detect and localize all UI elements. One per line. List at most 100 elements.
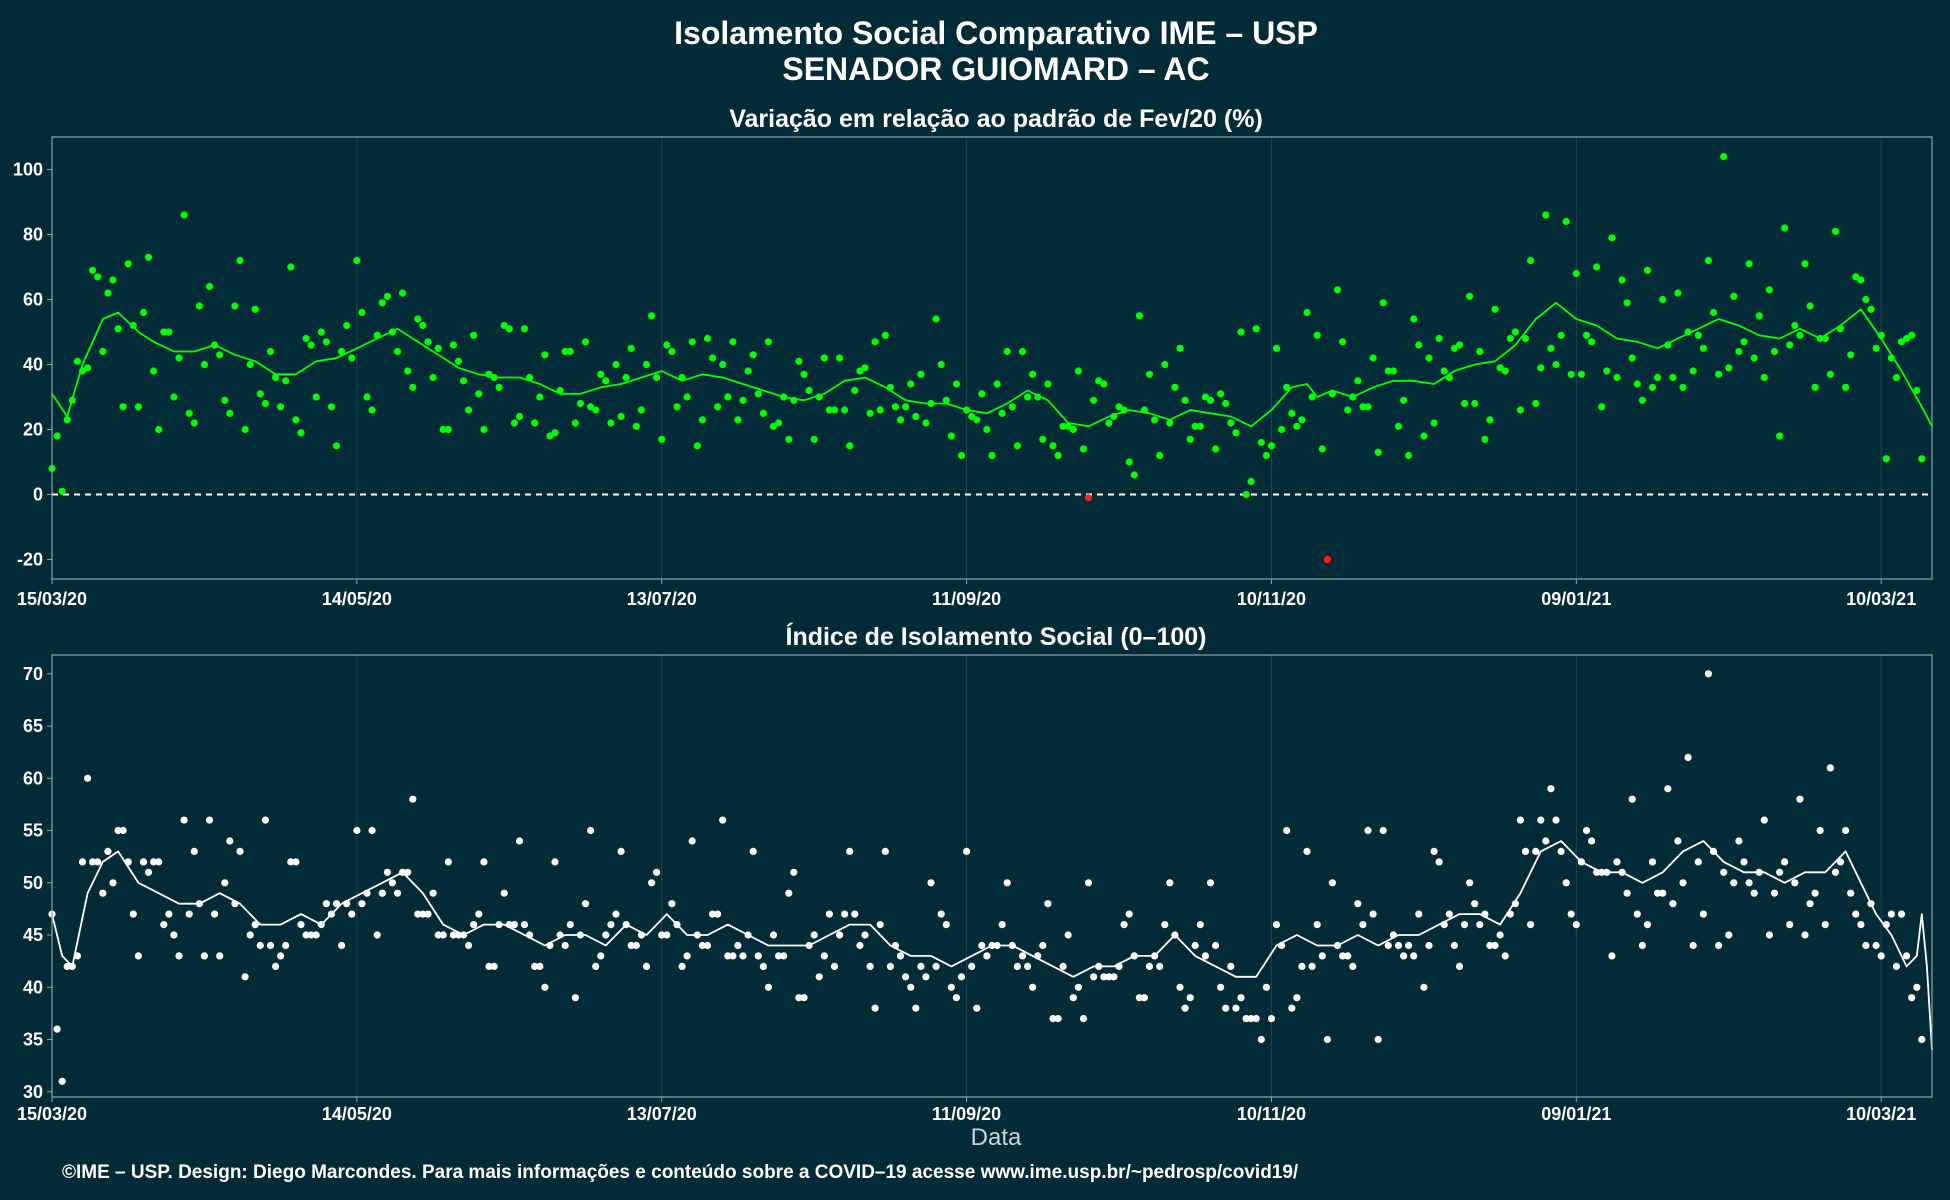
data-point [1394, 422, 1403, 430]
data-point [317, 328, 325, 336]
data-point [571, 419, 580, 427]
data-point [769, 422, 778, 430]
data-point [277, 403, 285, 411]
data-point [1161, 921, 1169, 929]
data-point [1130, 952, 1138, 960]
data-point [866, 962, 874, 971]
data-point [932, 962, 940, 971]
data-point [744, 367, 752, 375]
data-point [353, 826, 361, 835]
data-point [1100, 973, 1108, 981]
data-point [1542, 837, 1550, 845]
data-point [63, 962, 71, 971]
data-point [343, 900, 351, 908]
data-point [53, 1025, 61, 1033]
data-point [282, 377, 290, 385]
data-point [124, 858, 132, 866]
data-point [871, 338, 879, 346]
data-point [434, 344, 442, 352]
data-point [1333, 941, 1342, 950]
data-point [1339, 952, 1347, 960]
data-point [886, 962, 895, 971]
x-tick-label: 10/03/21 [1846, 1104, 1916, 1124]
data-point [1059, 962, 1067, 971]
data-point [1267, 1015, 1276, 1023]
data-point [510, 419, 518, 427]
data-point [1694, 331, 1702, 339]
data-point [912, 1004, 920, 1012]
data-point [881, 847, 889, 856]
data-point [1791, 321, 1799, 330]
data-point [790, 868, 798, 876]
data-point [261, 399, 269, 408]
data-point [1715, 941, 1723, 950]
data-point [795, 357, 803, 365]
data-point [1887, 354, 1895, 362]
data-point [460, 377, 468, 385]
data-point [1450, 344, 1458, 352]
data-point [1816, 826, 1824, 835]
data-point [642, 360, 651, 369]
data-point [1638, 396, 1646, 404]
data-point [795, 994, 803, 1002]
data-point [988, 451, 996, 460]
data-point [912, 412, 920, 421]
y-tick-label: 30 [23, 1082, 43, 1102]
data-point [1867, 900, 1875, 908]
data-point [1415, 910, 1423, 918]
data-point [282, 941, 290, 950]
data-point [714, 403, 722, 411]
data-point [1156, 451, 1164, 460]
data-point [393, 889, 402, 897]
data-point [1059, 422, 1067, 430]
data-point [515, 837, 524, 845]
data-point [236, 847, 244, 856]
y-tick-label: 65 [23, 716, 43, 736]
data-point [1842, 826, 1850, 835]
y-tick-label: 45 [23, 925, 43, 945]
data-point [1730, 879, 1738, 887]
data-point [1908, 331, 1916, 339]
data-point [891, 941, 900, 950]
data-point [1547, 785, 1555, 793]
data-point [1882, 455, 1890, 463]
data-point [1003, 879, 1011, 887]
data-point [1674, 289, 1682, 297]
data-point [1074, 983, 1082, 991]
data-point [1003, 347, 1011, 356]
data-point [637, 406, 646, 414]
data-point [1237, 994, 1245, 1002]
data-point [871, 1004, 879, 1012]
data-point [1506, 910, 1514, 918]
data-point [1786, 341, 1794, 349]
data-point [556, 931, 564, 939]
data-point [221, 396, 229, 404]
data-point [678, 373, 686, 382]
data-point [1181, 1004, 1189, 1012]
data-point [1567, 910, 1575, 918]
data-point [99, 347, 107, 356]
data-point [73, 357, 81, 365]
data-point [312, 931, 320, 939]
data-point [287, 263, 295, 271]
data-point [1135, 994, 1143, 1002]
data-point [1842, 383, 1850, 391]
data-point [1064, 931, 1072, 939]
data-point [119, 826, 127, 835]
data-point [754, 390, 762, 398]
data-point [1039, 435, 1047, 443]
data-point [841, 406, 849, 414]
data-point [1897, 338, 1906, 346]
data-point [454, 357, 463, 365]
data-point [1613, 858, 1621, 866]
data-point [937, 910, 945, 918]
data-point [287, 858, 295, 866]
data-point [241, 425, 249, 434]
data-point [998, 921, 1006, 929]
data-point [1730, 292, 1738, 300]
data-point [1130, 471, 1138, 479]
data-point [1206, 879, 1215, 887]
data-point [1328, 390, 1336, 398]
data-point [1293, 994, 1301, 1002]
data-point [150, 367, 158, 375]
